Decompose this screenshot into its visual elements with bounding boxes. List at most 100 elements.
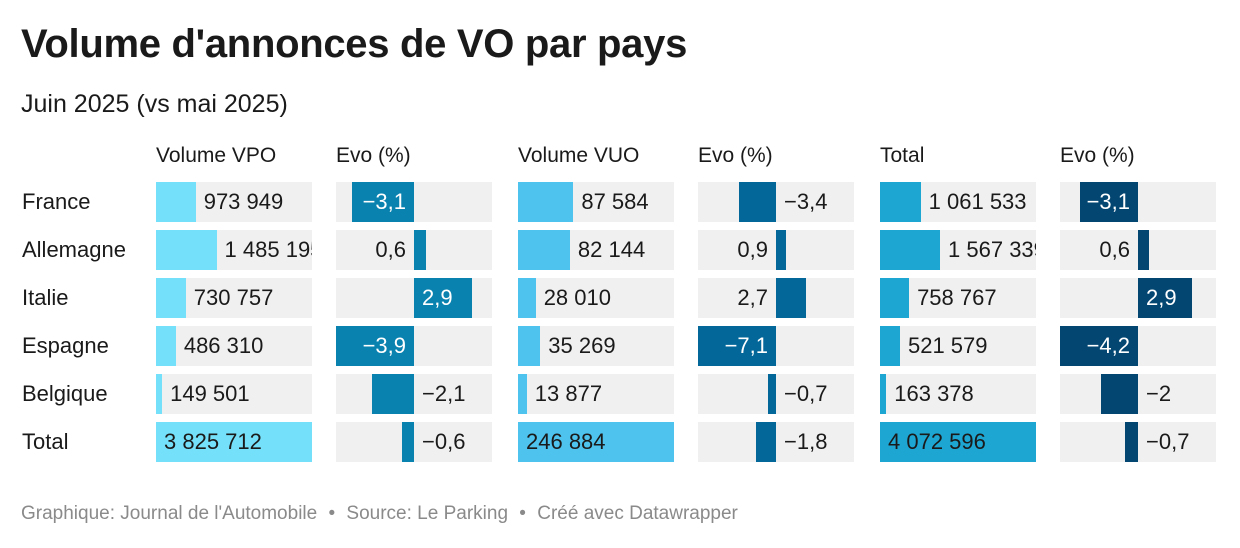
row-label: Belgique (22, 381, 108, 406)
value-label-total: 758 767 (917, 285, 997, 310)
row-label: France (22, 189, 91, 214)
bar-vpo (156, 182, 196, 222)
cell-evo-total: −0,7 (1060, 422, 1216, 462)
value-label-total: 1 567 339 (948, 237, 1036, 262)
column-header-vpo: Volume VPO (156, 144, 277, 167)
cell-evo-vuo: 0,9 (698, 230, 854, 270)
cell-vpo: 973 949 (156, 182, 312, 222)
value-label-vpo: 973 949 (203, 189, 284, 214)
footer-datawrapper[interactable]: Créé avec Datawrapper (537, 503, 738, 524)
bar-vpo (156, 326, 176, 366)
cell-vpo: 1 485 195 (156, 230, 312, 270)
footer-source[interactable]: Source: Le Parking (346, 503, 509, 524)
cell-vpo: 730 757 (156, 278, 312, 318)
bar-evo-vuo (738, 182, 776, 222)
cell-evo-vuo: −1,8 (698, 422, 854, 462)
bar-evo-vpo (352, 182, 414, 222)
bar-vuo (518, 326, 541, 366)
value-label-vuo: 246 884 (526, 429, 606, 454)
footer-separator: • (519, 503, 526, 524)
cell-vpo: 3 825 712 (156, 422, 312, 462)
bar-total (880, 182, 921, 222)
bar-evo-total (1138, 230, 1150, 270)
cell-evo-total: −4,2 (1060, 326, 1216, 366)
cell-evo-vpo: −2,1 (336, 374, 492, 414)
value-label-evo-vpo: −2,1 (422, 381, 466, 406)
value-label-vuo: 87 584 (581, 189, 649, 214)
cell-vuo: 28 010 (518, 278, 674, 318)
cell-evo-vuo: −0,7 (698, 374, 854, 414)
cell-evo-vpo: 2,9 (336, 278, 492, 318)
cell-total: 521 579 (880, 326, 1036, 366)
bar-total (880, 230, 941, 270)
value-label-evo-vpo: −0,6 (422, 429, 466, 454)
cell-evo-total: −2 (1060, 374, 1216, 414)
value-label-total: 4 072 596 (888, 429, 986, 454)
cell-total: 1 567 339 (880, 230, 1036, 270)
bar-vuo (518, 230, 570, 270)
value-label-total: 163 378 (894, 381, 974, 406)
footer-separator: • (328, 503, 336, 524)
bar-evo-vpo (414, 230, 426, 270)
bar-total (880, 278, 910, 318)
value-label-vpo: 1 485 195 (224, 237, 312, 262)
bar-vuo (518, 278, 536, 318)
row-label: Allemagne (22, 237, 126, 262)
value-label-vpo: 3 825 712 (164, 429, 262, 454)
bar-evo-vuo (698, 326, 776, 366)
bar-evo-vpo (372, 374, 414, 414)
cell-vuo: 82 144 (518, 230, 674, 270)
value-label-total: 1 061 533 (928, 189, 1027, 214)
bar-evo-total (1080, 182, 1138, 222)
cell-evo-total: −3,1 (1060, 182, 1216, 222)
cell-evo-vpo: −3,1 (336, 182, 492, 222)
value-label-evo-total: 0,6 (1099, 237, 1130, 262)
cell-vpo: 486 310 (156, 326, 312, 366)
bar-evo-total (1060, 326, 1138, 366)
value-label-evo-vuo: 0,9 (737, 237, 768, 262)
bar-vuo (518, 182, 574, 222)
value-label-evo-vpo: −3,1 (362, 189, 406, 214)
column-header-evo-total: Evo (%) (1060, 144, 1135, 167)
bar-evo-total (1138, 278, 1192, 318)
cell-evo-vpo: −3,9 (336, 326, 492, 366)
cell-evo-total: 0,6 (1060, 230, 1216, 270)
cell-evo-vpo: 0,6 (336, 230, 492, 270)
cell-vpo: 149 501 (156, 374, 312, 414)
bar-evo-vpo (414, 278, 472, 318)
cell-evo-vpo: −0,6 (336, 422, 492, 462)
bar-evo-vuo (776, 278, 806, 318)
value-label-vuo: 13 877 (534, 381, 603, 406)
column-header-evo-vpo: Evo (%) (336, 144, 411, 167)
cell-total: 758 767 (880, 278, 1036, 318)
bar-evo-total (1125, 422, 1138, 462)
value-label-total: 521 579 (907, 333, 988, 358)
value-label-evo-vpo: −3,9 (362, 333, 406, 358)
value-label-vuo: 35 269 (548, 333, 616, 358)
cell-total: 1 061 533 (880, 182, 1036, 222)
cell-evo-vuo: −7,1 (698, 326, 854, 366)
value-label-evo-total: 2,9 (1146, 285, 1177, 310)
row-label: Italie (22, 285, 69, 310)
value-label-evo-vpo: 2,9 (422, 285, 453, 310)
value-label-vpo: 486 310 (183, 333, 264, 358)
bar-vuo (518, 374, 527, 414)
value-label-evo-total: −4,2 (1086, 333, 1130, 358)
cell-vuo: 35 269 (518, 326, 674, 366)
value-label-vpo: 149 501 (170, 381, 250, 406)
bar-evo-vuo (768, 374, 776, 414)
cell-total: 4 072 596 (880, 422, 1036, 462)
bar-vuo (518, 422, 674, 462)
column-header-vuo: Volume VUO (518, 144, 640, 167)
cell-evo-vuo: −3,4 (698, 182, 854, 222)
value-label-evo-vuo: −3,4 (784, 189, 828, 214)
bar-vpo (156, 278, 186, 318)
bar-total (880, 326, 900, 366)
value-label-evo-total: −2 (1146, 381, 1172, 406)
value-label-evo-vuo: −1,8 (784, 429, 828, 454)
value-label-vpo: 730 757 (193, 285, 274, 310)
value-label-evo-total: −3,1 (1086, 189, 1130, 214)
bar-total (880, 422, 1036, 462)
bar-evo-vuo (756, 422, 776, 462)
